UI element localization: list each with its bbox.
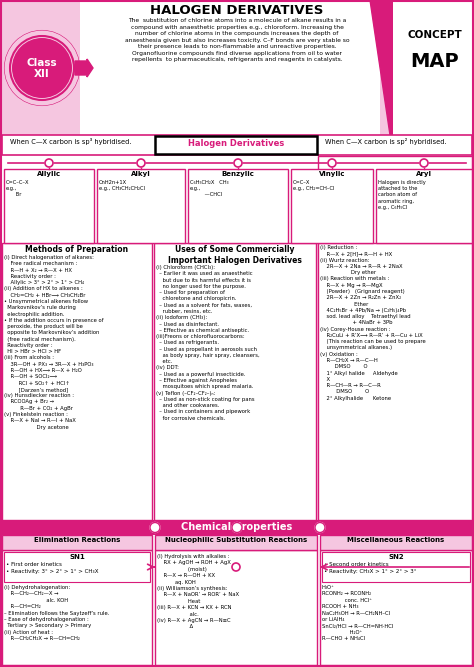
Bar	[2, 550, 152, 665]
Text: (I) Hydrolysis with alkalies :
    RX + AgOH → ROH + AgX
                   (moi: (I) Hydrolysis with alkalies : RX + AgOH…	[157, 554, 239, 630]
Circle shape	[12, 38, 72, 98]
Circle shape	[45, 159, 53, 167]
Bar	[320, 535, 472, 550]
Bar	[155, 535, 317, 550]
Text: Aryl: Aryl	[416, 171, 432, 177]
Text: (i) Direct halogenation of alkanes:
    Free radical mechanism :
    R—H + X₂ → : (i) Direct halogenation of alkanes: Free…	[4, 255, 103, 430]
Circle shape	[232, 522, 242, 532]
Polygon shape	[370, 0, 474, 135]
Text: Alkyl: Alkyl	[131, 171, 151, 177]
Text: H₃O⁺
RCONH₂ → RCONH₂
              conc. HCl⁺
RCOOH + NH₃
NaC₂H₅OH → R—CH₂NH–Cl
: H₃O⁺ RCONH₂ → RCONH₂ conc. HCl⁺ RCOOH + …	[322, 585, 393, 641]
Text: C=C–C–X
e.g.,
      Br: C=C–C–X e.g., Br	[6, 180, 29, 197]
Circle shape	[328, 159, 336, 167]
Text: Methods of Preparation: Methods of Preparation	[26, 245, 128, 254]
Text: Halogen Derivatives: Halogen Derivatives	[188, 139, 284, 148]
Circle shape	[315, 522, 325, 532]
Text: Vinylic: Vinylic	[319, 171, 345, 177]
Text: C=C–X
e.g., CH₂=CH–Cl: C=C–X e.g., CH₂=CH–Cl	[293, 180, 335, 191]
Bar	[80, 0, 380, 135]
Bar	[188, 169, 288, 243]
Bar	[322, 552, 470, 582]
Bar	[376, 169, 472, 243]
Text: C₆H₅CH₂X   CH₃
e.g.,
         —CHCl: C₆H₅CH₂X CH₃ e.g., —CHCl	[190, 180, 228, 197]
Text: CONCEPT: CONCEPT	[408, 30, 462, 40]
Text: When C—X carbon is sp³ hybridised.: When C—X carbon is sp³ hybridised.	[10, 138, 131, 145]
Bar	[393, 0, 474, 135]
Text: Class: Class	[27, 58, 57, 68]
Circle shape	[420, 159, 428, 167]
Bar	[320, 550, 472, 665]
Circle shape	[150, 522, 160, 532]
Text: CnH2n+1X
e.g., CH₃CH₂CH₂Cl: CnH2n+1X e.g., CH₃CH₂CH₂Cl	[99, 180, 145, 191]
Text: XII: XII	[34, 69, 50, 79]
Bar	[291, 169, 373, 243]
Text: • First order kinetics
• Reactivity: 3° > 2° > 1° > CH₃X: • First order kinetics • Reactivity: 3° …	[6, 562, 99, 574]
Text: Elimination Reactions: Elimination Reactions	[34, 537, 120, 543]
Text: Chemical Properties: Chemical Properties	[182, 522, 292, 532]
Text: When C—X carbon is sp² hybridised.: When C—X carbon is sp² hybridised.	[325, 138, 447, 145]
Text: Uses of Some Commercially
Important Halogen Derivatives: Uses of Some Commercially Important Halo…	[168, 245, 302, 265]
Bar	[318, 156, 472, 520]
Text: SN1: SN1	[69, 554, 85, 560]
Bar	[318, 243, 472, 520]
Text: Nucleophilic Substitution Reactions: Nucleophilic Substitution Reactions	[165, 537, 307, 543]
Bar	[2, 535, 152, 550]
Text: • Second order kinetics
• Reactivity: CH₃X > 1° > 2° > 3°: • Second order kinetics • Reactivity: CH…	[324, 562, 417, 574]
Circle shape	[137, 159, 145, 167]
Bar	[155, 550, 317, 665]
Bar	[154, 243, 316, 520]
Circle shape	[232, 563, 240, 571]
Bar	[4, 552, 150, 582]
Bar	[4, 169, 94, 243]
Text: Allylic: Allylic	[37, 171, 61, 177]
FancyArrow shape	[75, 59, 93, 77]
Bar	[97, 169, 185, 243]
Text: Halogen is directly
attached to the
carbon atom of
aromatic ring,
e.g., C₆H₅Cl: Halogen is directly attached to the carb…	[378, 180, 426, 210]
Text: HALOGEN DERIVATIVES: HALOGEN DERIVATIVES	[150, 4, 324, 17]
Polygon shape	[370, 0, 413, 135]
Text: Benzylic: Benzylic	[221, 171, 255, 177]
Text: The  substitution of chlorine atoms into a molecule of alkane results in a
compo: The substitution of chlorine atoms into …	[125, 18, 349, 62]
Bar	[2, 243, 152, 520]
Text: MAP: MAP	[410, 52, 459, 71]
Text: (i) Chloroform (CHCl₃):
  – Earlier it was used as anaesthetic
    but due to it: (i) Chloroform (CHCl₃): – Earlier it was…	[156, 265, 260, 421]
Text: SN2: SN2	[388, 554, 404, 560]
Bar	[2, 520, 472, 535]
Bar	[155, 136, 317, 154]
Text: (i) Dehydrohalogenation:
    R—CH₂—CH₂—X →
                          alc. KOH
  : (i) Dehydrohalogenation: R—CH₂—CH₂—X → a…	[4, 585, 109, 641]
Bar	[0, 0, 474, 135]
Text: Miscellaneous Reactions: Miscellaneous Reactions	[347, 537, 445, 543]
Bar	[2, 135, 472, 155]
Circle shape	[234, 159, 242, 167]
Text: (i) Reduction :
    R—X + 2[H]→ R—H + HX
(ii) Wurtz reaction:
    2R—X + 2Na → R: (i) Reduction : R—X + 2[H]→ R—H + HX (ii…	[320, 245, 426, 401]
